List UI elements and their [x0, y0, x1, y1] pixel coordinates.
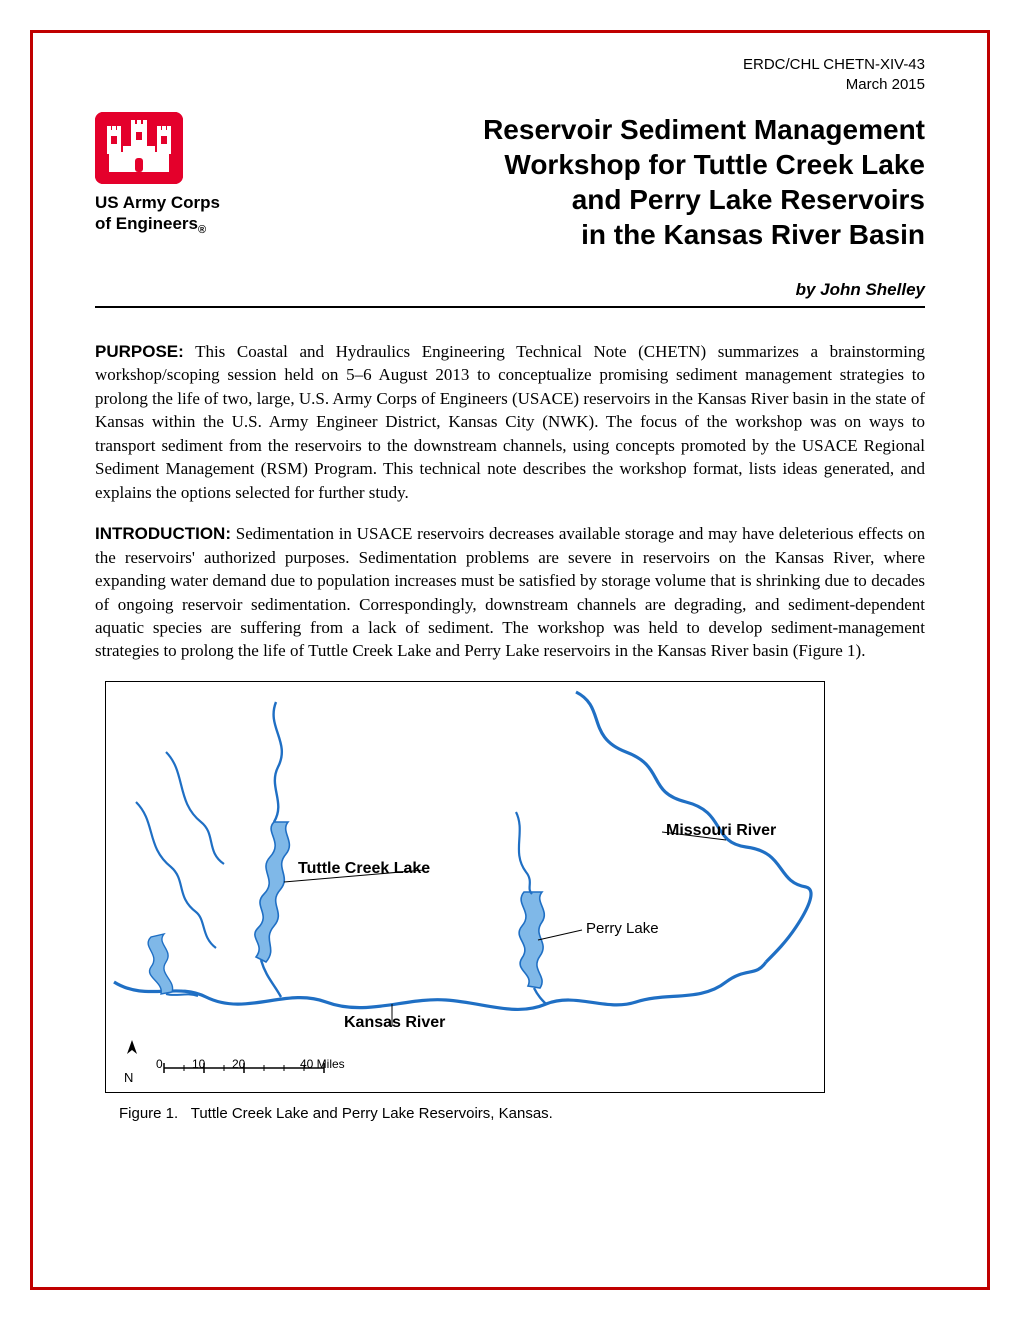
page-content: ERDC/CHL CHETN-XIV-43 March 2015: [95, 55, 925, 1265]
intro-label: INTRODUCTION:: [95, 524, 231, 543]
scale-0: 0: [156, 1057, 163, 1071]
title-l1: Reservoir Sediment Management: [483, 114, 925, 145]
title-l3: and Perry Lake Reservoirs: [572, 184, 925, 215]
usace-castle-logo-icon: [95, 112, 183, 184]
purpose-text: This Coastal and Hydraulics Engineering …: [95, 342, 925, 502]
caption-num: Figure 1.: [119, 1105, 178, 1122]
map-svg: [106, 682, 826, 1094]
logo-block: US Army Corps of Engineers®: [95, 112, 245, 235]
org-reg: ®: [198, 224, 206, 236]
map-box: Tuttle Creek Lake Missouri River Perry L…: [105, 681, 825, 1093]
doc-header: ERDC/CHL CHETN-XIV-43 March 2015: [95, 55, 925, 94]
byline: by John Shelley: [95, 280, 925, 300]
org-line1: US Army Corps: [95, 193, 220, 212]
north-indicator: N: [124, 1071, 133, 1084]
purpose-label: PURPOSE:: [95, 342, 184, 361]
scale-10: 10: [192, 1057, 205, 1071]
label-missouri: Missouri River: [666, 822, 776, 840]
figure-caption: Figure 1. Tuttle Creek Lake and Perry La…: [119, 1105, 925, 1122]
title-l2: Workshop for Tuttle Creek Lake: [504, 149, 925, 180]
caption-text: Tuttle Creek Lake and Perry Lake Reservo…: [191, 1105, 553, 1122]
purpose-para: PURPOSE: This Coastal and Hydraulics Eng…: [95, 340, 925, 504]
intro-text: Sedimentation in USACE reservoirs decrea…: [95, 524, 925, 660]
north-letter: N: [124, 1071, 133, 1084]
title-l4: in the Kansas River Basin: [581, 219, 925, 250]
label-kansas: Kansas River: [344, 1014, 445, 1032]
label-perry: Perry Lake: [586, 920, 659, 937]
figure-1: Tuttle Creek Lake Missouri River Perry L…: [105, 681, 925, 1122]
title-rule: [95, 306, 925, 308]
doc-id: ERDC/CHL CHETN-XIV-43: [95, 55, 925, 75]
label-tuttle: Tuttle Creek Lake: [298, 860, 430, 878]
scale-40: 40 Miles: [300, 1057, 345, 1071]
doc-date: March 2015: [95, 75, 925, 95]
title-block: US Army Corps of Engineers® Reservoir Se…: [95, 112, 925, 252]
doc-title: Reservoir Sediment Management Workshop f…: [273, 112, 925, 252]
scale-20: 20: [232, 1057, 245, 1071]
intro-para: INTRODUCTION: Sedimentation in USACE res…: [95, 522, 925, 663]
org-name: US Army Corps of Engineers®: [95, 192, 245, 235]
org-line2: of Engineers: [95, 214, 198, 233]
